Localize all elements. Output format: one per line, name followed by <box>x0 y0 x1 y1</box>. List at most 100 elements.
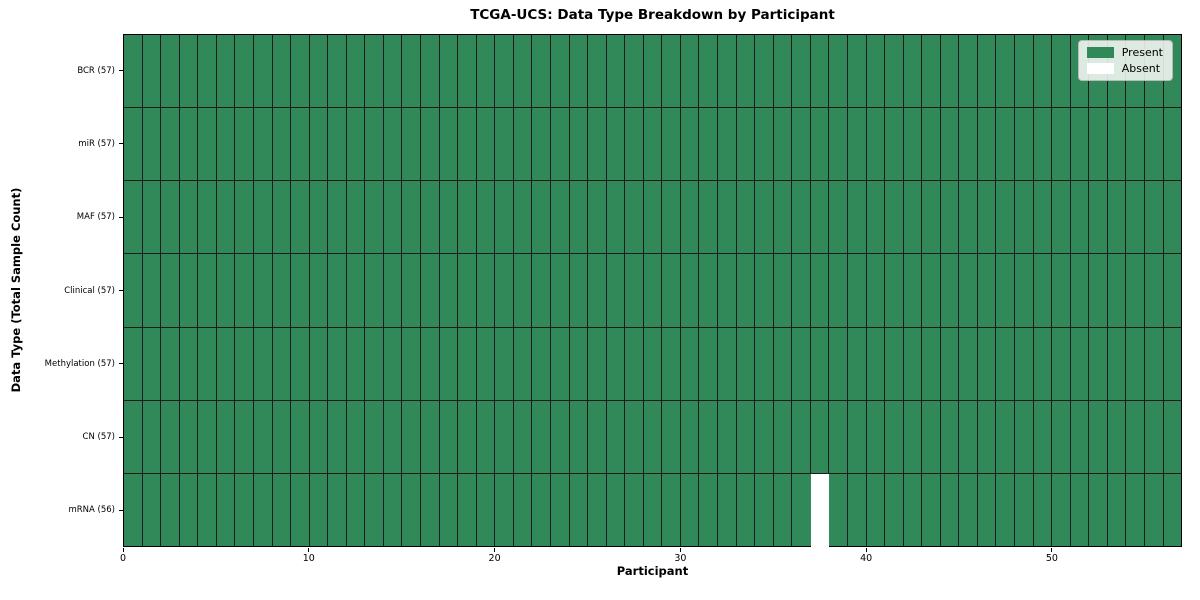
heatmap-cell-present <box>253 327 273 400</box>
heatmap-cell-present <box>124 400 143 473</box>
heatmap-cell-present <box>1144 181 1164 254</box>
heatmap-cell-present <box>606 181 626 254</box>
heatmap-cell-present <box>885 327 904 400</box>
x-tick-mark <box>679 548 681 552</box>
heatmap-cell-present <box>161 35 180 108</box>
heatmap-cell-present <box>253 181 273 254</box>
heatmap-cell-present <box>328 108 347 181</box>
heatmap-cell-present <box>1144 400 1164 473</box>
heatmap-cell-present <box>291 327 310 400</box>
heatmap-cell-present <box>866 181 886 254</box>
heatmap-row <box>124 35 1182 109</box>
heatmap-cell-present <box>773 181 793 254</box>
heatmap-cell-present <box>810 35 830 108</box>
heatmap-cell-present <box>309 108 329 181</box>
heatmap-cell-present <box>940 327 960 400</box>
heatmap-cell-present <box>1089 473 1108 546</box>
heatmap-cell-present <box>1052 108 1071 181</box>
heatmap-cell-present <box>179 400 199 473</box>
heatmap-cell-present <box>625 327 644 400</box>
heatmap-cell-present <box>142 327 162 400</box>
heatmap-cell-present <box>885 35 904 108</box>
heatmap-cell-present <box>1070 400 1090 473</box>
heatmap-cell-present <box>439 473 459 546</box>
heatmap-cell-present <box>847 181 867 254</box>
heatmap-cell-present <box>550 473 570 546</box>
heatmap-cell-present <box>940 35 960 108</box>
heatmap-cell-present <box>1033 327 1053 400</box>
heatmap-cell-present <box>1070 327 1090 400</box>
heatmap-cell-present <box>1163 181 1182 254</box>
heatmap-cell-present <box>662 327 681 400</box>
heatmap-cell-present <box>142 473 162 546</box>
y-tick-mark <box>119 436 123 438</box>
y-tick-label: miR (57) <box>78 138 115 149</box>
heatmap-cell-present <box>1070 254 1090 327</box>
heatmap-cell-present <box>922 473 941 546</box>
heatmap-cell-present <box>495 181 514 254</box>
heatmap-cell-present <box>402 400 421 473</box>
heatmap-row <box>124 181 1182 255</box>
heatmap-cell-present <box>309 35 329 108</box>
heatmap-cell-present <box>643 254 663 327</box>
heatmap-cell-present <box>179 254 199 327</box>
heatmap-cell-present <box>569 473 589 546</box>
heatmap-cell-present <box>421 254 440 327</box>
heatmap-cell-present <box>513 254 533 327</box>
heatmap-cell-present <box>829 400 848 473</box>
heatmap-cell-present <box>699 35 718 108</box>
heatmap-cell-present <box>847 35 867 108</box>
heatmap-cell-present <box>866 400 886 473</box>
legend: Present Absent <box>1077 40 1173 81</box>
legend-label: Present <box>1121 46 1163 59</box>
plot-area: Present Absent <box>123 34 1182 548</box>
heatmap-cell-present <box>532 327 551 400</box>
heatmap-cell-present <box>569 254 589 327</box>
heatmap-cell-present <box>718 327 737 400</box>
x-tick-label: 40 <box>860 553 873 564</box>
heatmap-cell-present <box>179 473 199 546</box>
heatmap-cell-present <box>161 254 180 327</box>
heatmap-cell-present <box>922 108 941 181</box>
heatmap-cell-present <box>309 400 329 473</box>
x-tick-label: 0 <box>119 553 127 564</box>
heatmap-cell-present <box>513 181 533 254</box>
heatmap-cell-present <box>680 35 700 108</box>
heatmap-cell-present <box>124 473 143 546</box>
heatmap-cell-present <box>1126 181 1145 254</box>
heatmap-cell-present <box>216 473 236 546</box>
heatmap-cell-present <box>439 327 459 400</box>
heatmap-cell-present <box>1089 327 1108 400</box>
heatmap-cell-present <box>977 327 997 400</box>
heatmap-cell-present <box>365 473 384 546</box>
heatmap-cell-present <box>699 473 718 546</box>
heatmap-cell-present <box>1033 108 1053 181</box>
heatmap-cell-present <box>922 327 941 400</box>
heatmap-cell-present <box>235 254 254 327</box>
heatmap-cell-present <box>402 327 421 400</box>
heatmap-cell-present <box>1144 327 1164 400</box>
heatmap-cell-present <box>291 400 310 473</box>
heatmap-cell-present <box>235 35 254 108</box>
y-tick-label: MAF (57) <box>76 212 115 223</box>
heatmap-cell-present <box>346 181 366 254</box>
x-tick-mark <box>122 548 124 552</box>
heatmap-cell-present <box>1089 181 1108 254</box>
heatmap-cell-present <box>662 108 681 181</box>
y-tick-label: CN (57) <box>82 432 115 443</box>
heatmap-cell-present <box>402 108 421 181</box>
heatmap-cell-present <box>922 254 941 327</box>
x-tick-mark <box>865 548 867 552</box>
heatmap-cell-present <box>588 108 607 181</box>
heatmap-cell-present <box>365 254 384 327</box>
heatmap-cell-present <box>421 181 440 254</box>
heatmap-cell-present <box>550 181 570 254</box>
heatmap-cell-present <box>458 108 477 181</box>
heatmap-cell-present <box>1033 254 1053 327</box>
heatmap-cell-present <box>346 327 366 400</box>
heatmap-cell-present <box>736 400 756 473</box>
heatmap-cell-present <box>680 400 700 473</box>
heatmap-cell-present <box>829 473 848 546</box>
heatmap-cell-present <box>1015 400 1034 473</box>
